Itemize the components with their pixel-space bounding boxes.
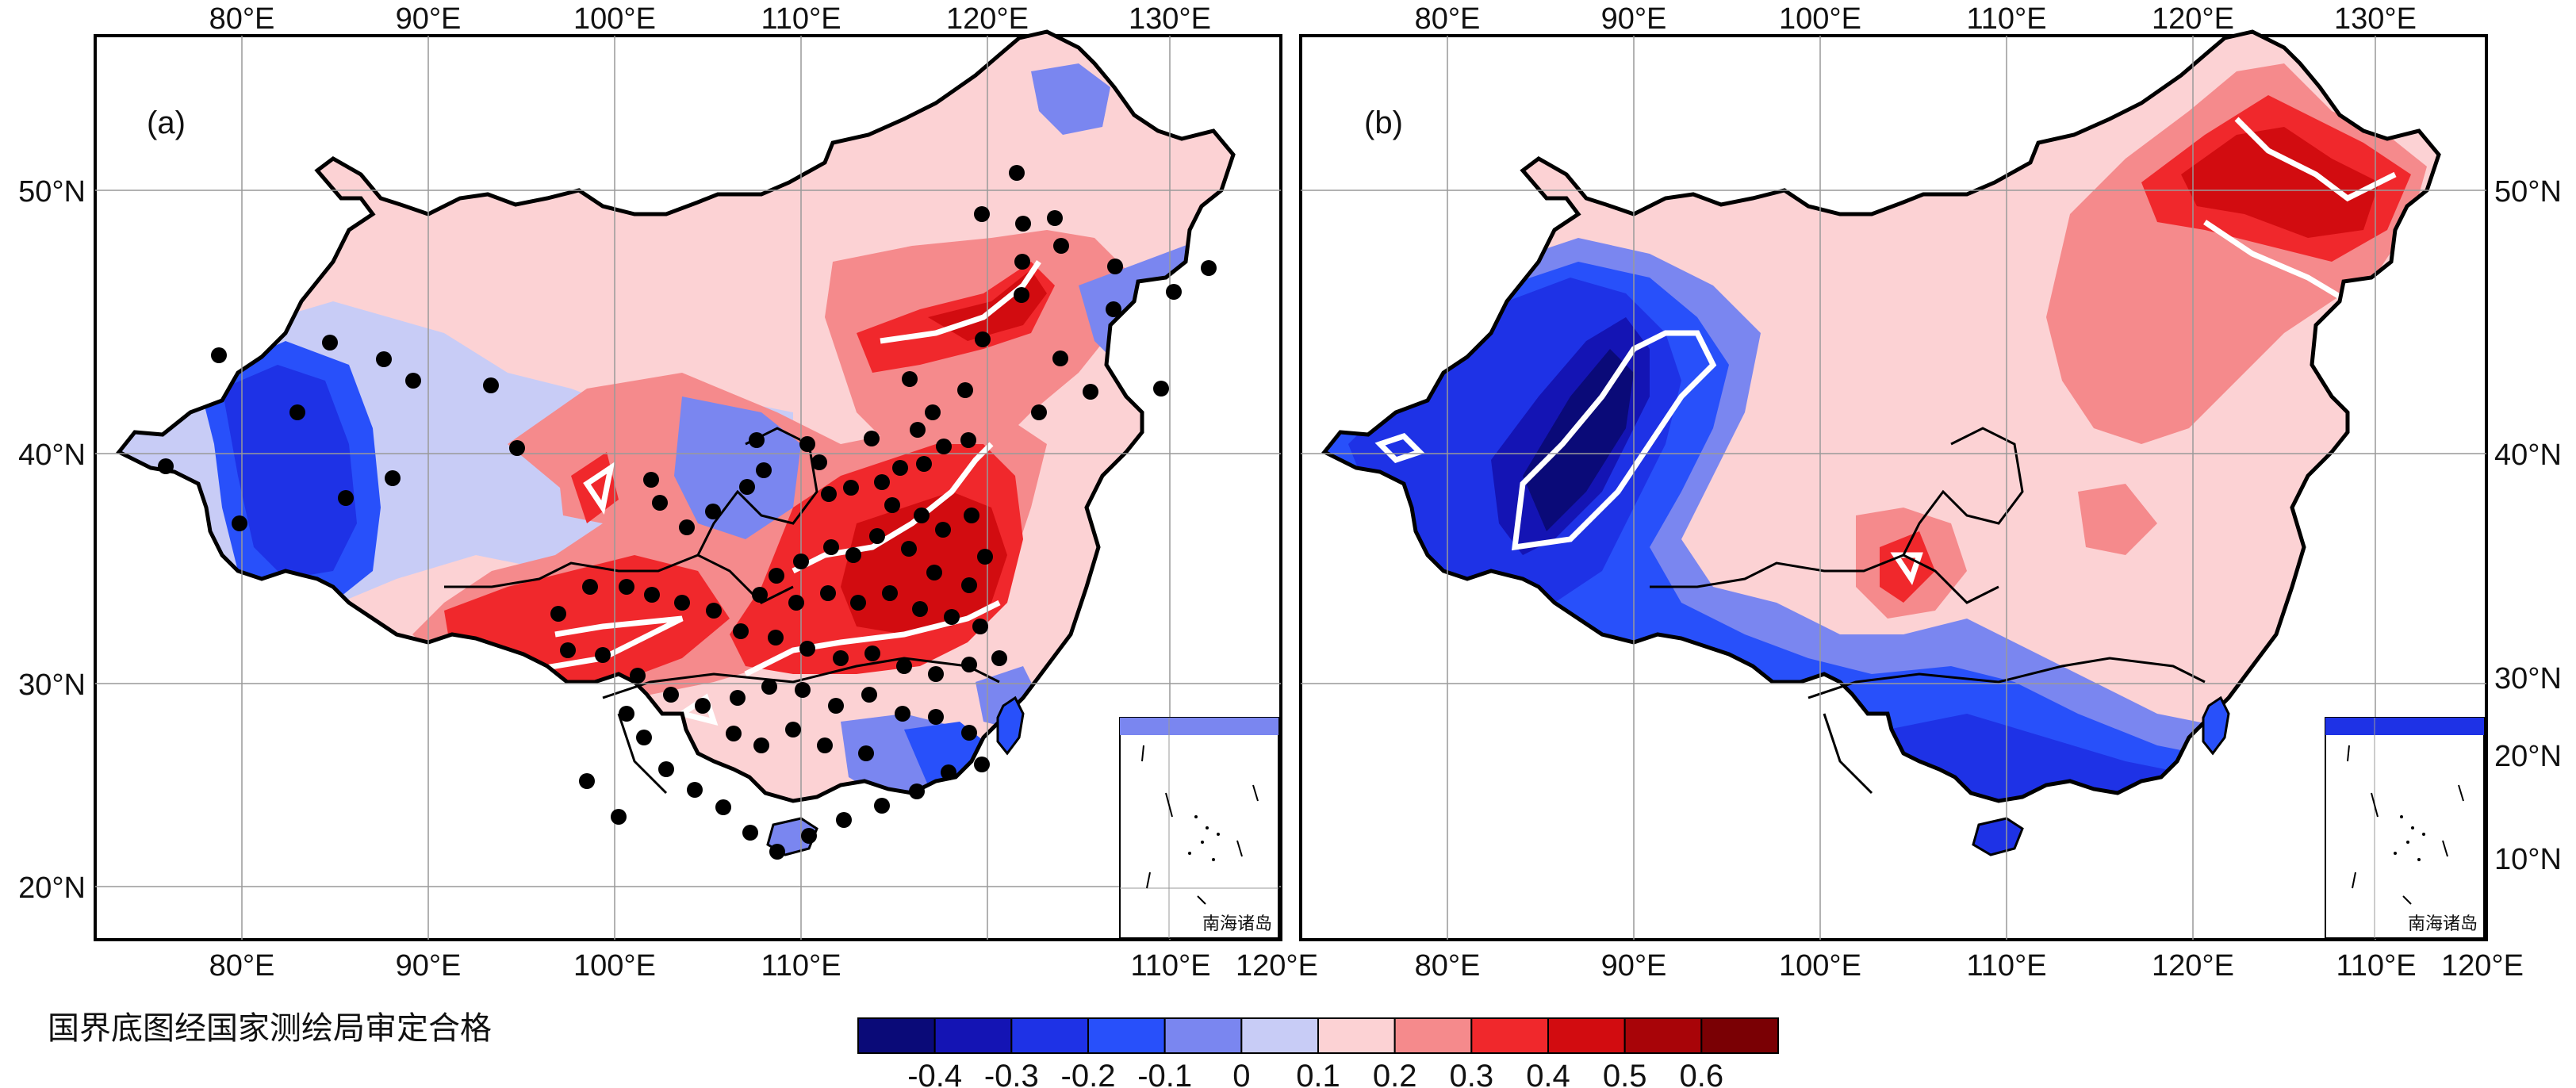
- panel-b-lat-label: 40°N: [2494, 439, 2562, 472]
- colorbar-tick-label: 0.5: [1603, 1059, 1647, 1088]
- approval-note: 国界底图经国家测绘局审定合格: [48, 1010, 492, 1047]
- panel-a-lat-label: 40°N: [18, 439, 86, 472]
- panel-b-top-lon-label: 80°E: [1415, 2, 1481, 36]
- panel-b-bottom-lon-label: 110°E: [1966, 949, 2046, 983]
- panel-a-top-lon-label: 80°E: [209, 2, 275, 36]
- colorbar: -0.4 -0.3 -0.2 -0.1 0 0.1 0.2 0.3 0.4 0.5 0.6: [857, 1017, 1779, 1088]
- colorbar-tick-label: -0.2: [1061, 1059, 1116, 1088]
- colorbar-swatch: [1240, 1017, 1320, 1054]
- panel-a-top-lon-label: 130°E: [1129, 2, 1211, 36]
- panel-b-bottom-lon-label: 120°E: [2152, 949, 2234, 983]
- colorbar-tick-label: 0.1: [1296, 1059, 1340, 1088]
- colorbar-swatch: [1547, 1017, 1626, 1054]
- colorbar-swatch: [1470, 1017, 1550, 1054]
- panel-a-label: (a): [147, 105, 186, 140]
- panel-a-bottom-lon-label: 80°E: [209, 949, 275, 983]
- panel-b-lat-label: 20°N: [2494, 740, 2562, 773]
- colorbar-swatch: [1163, 1017, 1243, 1054]
- panel-b-rivers: [1650, 427, 2206, 795]
- panel-a-top-lon-label: 100°E: [573, 2, 656, 36]
- colorbar-tick-label: 0.4: [1526, 1059, 1570, 1088]
- panel-b-bottom-lon-label: 90°E: [1601, 949, 1667, 983]
- panel-b-bottom-lon-label: 100°E: [1779, 949, 1861, 983]
- colorbar-tick-label: -0.3: [984, 1059, 1039, 1088]
- panel-b-top-lon-label: 120°E: [2152, 2, 2234, 36]
- panel-b-inset-label: 南海诸岛: [2408, 914, 2478, 934]
- colorbar-swatch: [1087, 1017, 1166, 1054]
- panel-a-top-lon-label: 90°E: [396, 2, 462, 36]
- panel-b-lat-label: 30°N: [2494, 662, 2562, 695]
- panel-a-lat-label: 20°N: [18, 872, 86, 905]
- colorbar-swatch: [1393, 1017, 1473, 1054]
- colorbar-tick-label: 0.2: [1373, 1059, 1417, 1088]
- colorbar-swatch: [857, 1017, 936, 1054]
- colorbar-tick-label: -0.4: [907, 1059, 962, 1088]
- colorbar-swatch: [1010, 1017, 1090, 1054]
- colorbar-swatch: [1317, 1017, 1396, 1054]
- colorbar-swatch: [933, 1017, 1013, 1054]
- panel-b-gridlines: [1301, 36, 2486, 940]
- panel-a: 南海诸岛 (a) 80°E 90°E 100°E 110°E 120°E 130…: [18, 2, 1318, 983]
- panel-b-bottom-lon-label: 80°E: [1415, 949, 1481, 983]
- panel-b-inset-lon-label: 120°E: [2441, 949, 2524, 983]
- panel-a-bottom-lon-label: 110°E: [761, 949, 841, 983]
- panel-a-top-lon-label: 120°E: [946, 2, 1029, 36]
- panel-a-inset: 南海诸岛: [1119, 717, 1279, 939]
- panel-a-stations: [158, 165, 1217, 860]
- panel-a-inset-lon-label: 110°E: [1130, 949, 1210, 983]
- colorbar-swatch: [1623, 1017, 1703, 1054]
- panel-b-lat-label: 10°N: [2494, 843, 2562, 876]
- panel-b-hainan: [1972, 817, 2024, 856]
- panel-b-top-lon-label: 130°E: [2334, 2, 2417, 36]
- panel-a-inset-label: 南海诸岛: [1202, 914, 1272, 934]
- panel-b-inset-lon-label: 110°E: [2336, 949, 2416, 983]
- panel-a-gridlines: [95, 36, 1281, 940]
- panel-a-bottom-lon-label: 100°E: [573, 949, 656, 983]
- panel-a-bottom-lon-label: 90°E: [396, 949, 462, 983]
- panel-b-lat-label: 50°N: [2494, 175, 2562, 209]
- panel-a-top-lon-label: 110°E: [761, 2, 841, 36]
- panel-b-top-lon-label: 100°E: [1779, 2, 1861, 36]
- panel-b-top-lon-label: 90°E: [1601, 2, 1667, 36]
- panel-a-lat-label: 50°N: [18, 175, 86, 209]
- panel-b-label: (b): [1364, 105, 1403, 140]
- panel-b: 南海诸岛 (b) 80°E 90°E 100°E 110°E 120°E 130…: [1299, 2, 2562, 983]
- colorbar-tick-label: -0.1: [1137, 1059, 1192, 1088]
- colorbar-tick-label: 0.6: [1680, 1059, 1724, 1088]
- panel-b-inset: 南海诸岛: [2325, 717, 2485, 939]
- colorbar-swatch: [1700, 1017, 1779, 1054]
- colorbar-tick-label: 0: [1232, 1059, 1250, 1088]
- panel-b-top-lon-label: 110°E: [1966, 2, 2046, 36]
- colorbar-tick-label: 0.3: [1450, 1059, 1494, 1088]
- panel-a-inset-lon-label: 120°E: [1236, 949, 1318, 983]
- panel-a-rivers: [444, 427, 1000, 795]
- panel-a-lat-label: 30°N: [18, 669, 86, 702]
